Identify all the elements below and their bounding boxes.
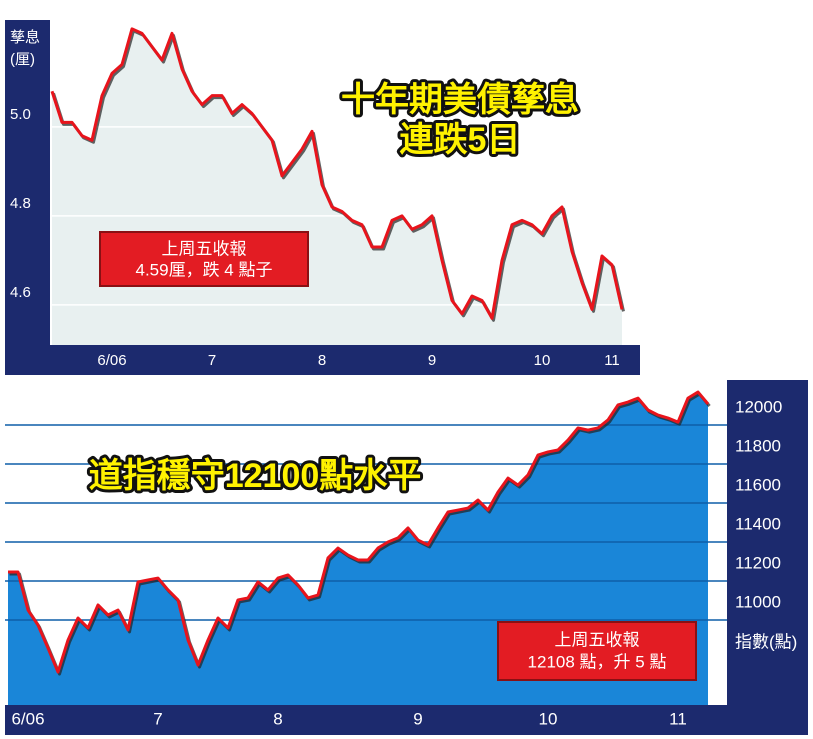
chart-title: 十年期美債孳息 — [341, 80, 579, 119]
annotation: 12108 點，升 5 點 — [528, 652, 667, 671]
chart-subtitle: 連跌5日 — [400, 121, 521, 159]
y-tick-label: 11800 — [735, 437, 781, 456]
x-tick-label: 6/06 — [11, 709, 44, 728]
y-tick-label: 5.0 — [10, 106, 31, 123]
y-tick-label: 4.6 — [10, 284, 31, 301]
area-fill — [52, 28, 622, 345]
x-tick-label: 8 — [273, 709, 282, 728]
x-tick-label: 6/06 — [97, 352, 126, 369]
annotation: 4.59厘，跌 4 點子 — [136, 260, 273, 279]
x-tick-label: 8 — [318, 352, 326, 369]
x-tick-label: 9 — [413, 709, 422, 728]
x-tick-label: 9 — [428, 352, 436, 369]
annotation: 上周五收報 — [162, 239, 247, 258]
y-tick-label: 11400 — [735, 514, 781, 533]
line — [8, 390, 710, 674]
bottom-strip — [5, 345, 640, 375]
chart-title: 道指穩守12100點水平 — [89, 457, 422, 495]
y-tick-label: 11200 — [735, 553, 781, 572]
y-axis-label: (厘) — [10, 51, 35, 68]
annotation-box — [99, 231, 309, 287]
x-tick-label: 7 — [208, 352, 216, 369]
x-tick-label: 11 — [604, 352, 620, 369]
x-tick-label: 10 — [539, 709, 558, 728]
annotation: 上周五收報 — [555, 630, 640, 649]
x-tick-label: 7 — [153, 709, 162, 728]
y-tick-label: 11600 — [735, 476, 781, 495]
annotation-box — [497, 621, 697, 681]
bottom-strip — [5, 705, 808, 735]
line — [50, 27, 624, 320]
right-strip — [727, 380, 808, 735]
y-tick-label: 11000 — [735, 592, 781, 611]
y-tick-label: 4.8 — [10, 195, 31, 212]
x-tick-label: 11 — [669, 709, 687, 728]
left-strip — [5, 20, 50, 375]
y-axis-label: 孳息 — [10, 29, 40, 46]
x-tick-label: 10 — [534, 352, 551, 369]
y-tick-label: 12000 — [735, 398, 782, 417]
y-axis-label: 指數(點) — [735, 632, 797, 651]
